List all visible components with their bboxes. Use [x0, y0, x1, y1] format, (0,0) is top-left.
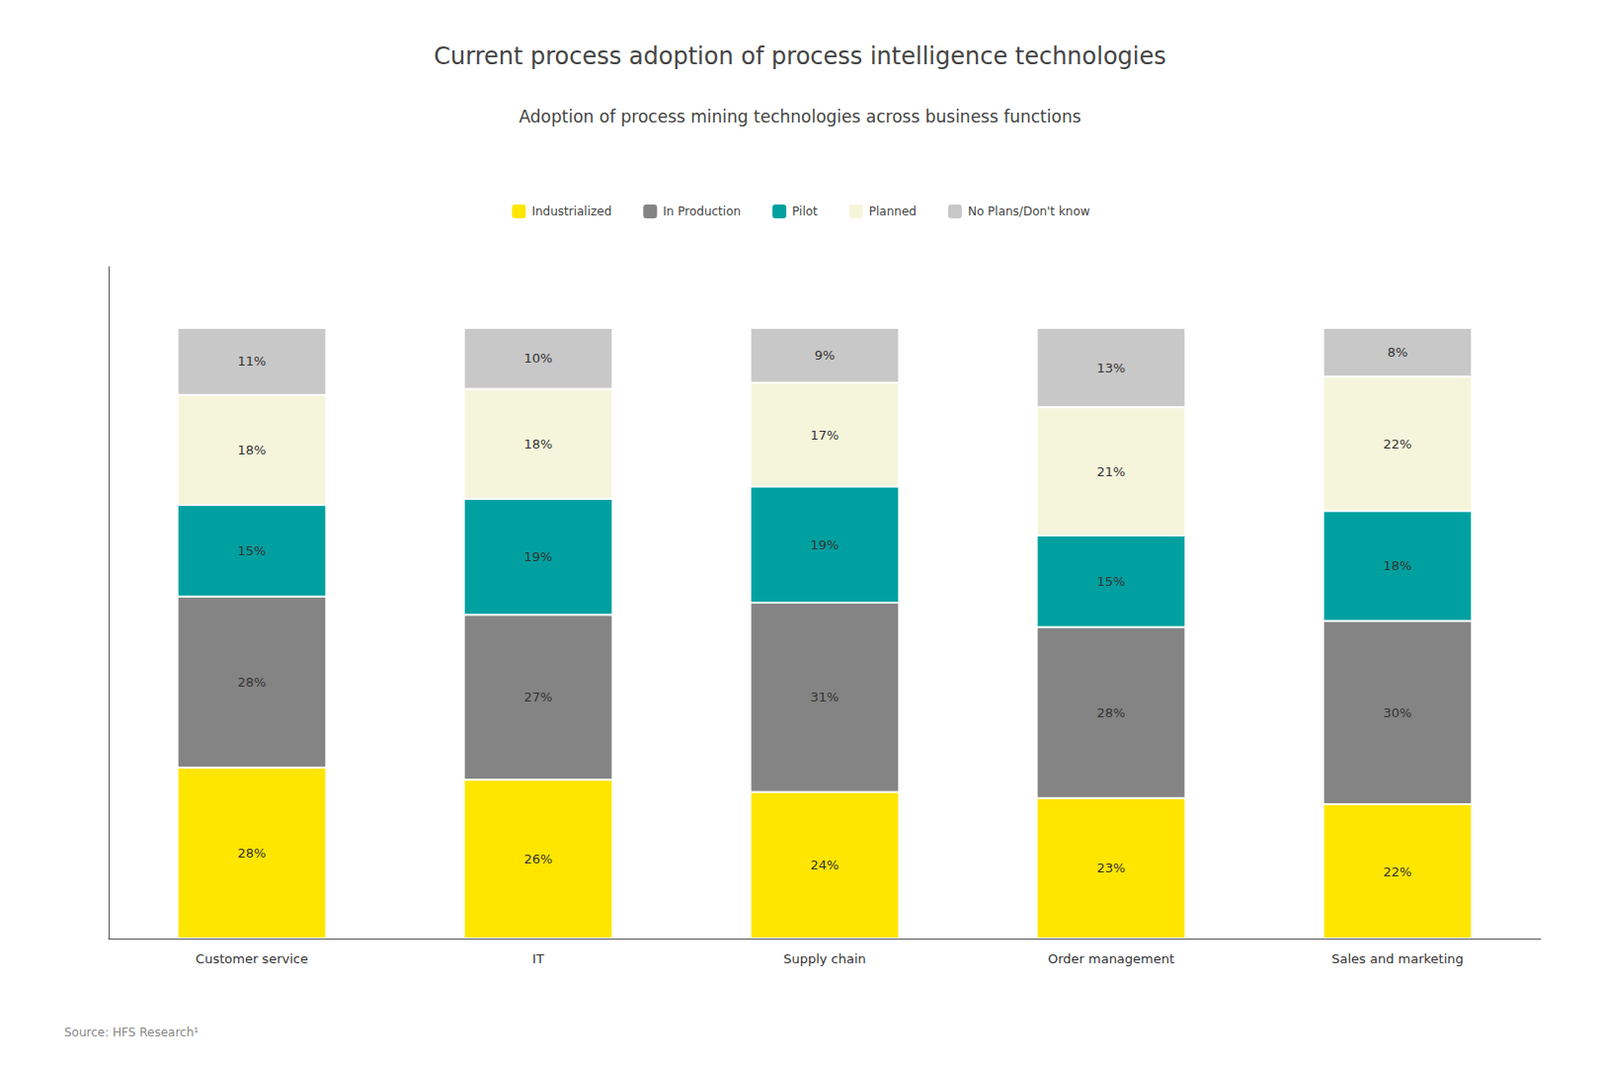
svg-text:22%: 22%: [1383, 436, 1413, 452]
svg-text:Supply chain: Supply chain: [783, 951, 867, 966]
svg-text:27%: 27%: [524, 689, 554, 705]
svg-text:Sales and marketing: Sales and marketing: [1331, 951, 1464, 966]
svg-text:19%: 19%: [524, 549, 554, 564]
svg-text:IT: IT: [532, 951, 545, 966]
svg-text:10%: 10%: [524, 350, 554, 366]
svg-text:No Plans/Don't know: No Plans/Don't know: [967, 204, 1091, 219]
svg-text:30%: 30%: [1383, 705, 1413, 720]
svg-text:8%: 8%: [1387, 344, 1409, 360]
svg-text:In Production: In Production: [662, 204, 741, 219]
svg-text:28%: 28%: [238, 845, 267, 861]
svg-text:15%: 15%: [238, 543, 267, 559]
svg-text:17%: 17%: [810, 427, 840, 443]
svg-text:19%: 19%: [810, 537, 840, 553]
svg-text:Pilot: Pilot: [792, 204, 818, 219]
svg-text:Planned: Planned: [869, 204, 917, 219]
svg-text:21%: 21%: [1097, 464, 1126, 480]
svg-text:9%: 9%: [814, 347, 836, 363]
svg-text:Customer service: Customer service: [195, 951, 309, 966]
svg-text:18%: 18%: [238, 442, 267, 458]
svg-text:13%: 13%: [1097, 360, 1126, 376]
svg-text:24%: 24%: [810, 857, 840, 873]
svg-text:18%: 18%: [1383, 558, 1413, 573]
svg-text:18%: 18%: [524, 436, 554, 452]
svg-text:Source: HFS Research¹: Source: HFS Research¹: [64, 1025, 199, 1040]
svg-text:28%: 28%: [238, 674, 267, 690]
svg-text:Industrialized: Industrialized: [531, 204, 612, 219]
svg-text:Order management: Order management: [1047, 951, 1175, 966]
svg-text:11%: 11%: [238, 353, 267, 369]
svg-text:23%: 23%: [1097, 860, 1126, 876]
svg-text:22%: 22%: [1383, 864, 1413, 880]
svg-text:Current process adoption of pr: Current process adoption of process inte…: [433, 42, 1167, 71]
svg-text:31%: 31%: [810, 689, 840, 705]
svg-text:28%: 28%: [1097, 705, 1126, 720]
svg-text:26%: 26%: [524, 851, 554, 867]
svg-text:Adoption of process mining tec: Adoption of process mining technologies …: [518, 106, 1081, 127]
svg-text:15%: 15%: [1097, 573, 1126, 589]
